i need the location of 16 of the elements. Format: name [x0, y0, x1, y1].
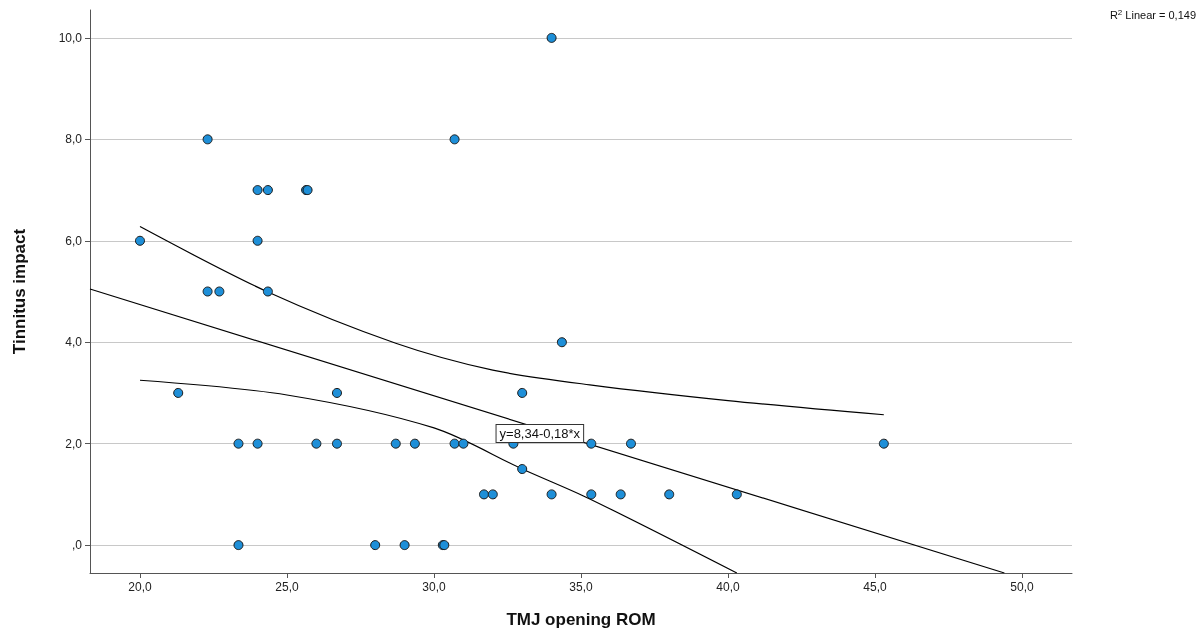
x-tick-label: 50,0 [1010, 580, 1035, 594]
x-tick-label: 20,0 [128, 580, 152, 594]
y-tick-label: 6,0 [65, 233, 83, 248]
y-tick-label: ,0 [71, 538, 83, 553]
y-tick-label: 8,0 [65, 132, 83, 147]
x-tick-label: 30,0 [422, 580, 446, 594]
x-tick-label: 45,0 [863, 580, 888, 594]
x-tick-label: 25,0 [275, 580, 299, 594]
y-tick-label: 4,0 [65, 335, 83, 350]
x-tick-label: 40,0 [716, 580, 741, 594]
y-axis-title: Tinnitus impact [10, 228, 29, 355]
annotation: y=8,34-0,18*x [499, 426, 581, 442]
y-tick-label: 10,0 [58, 30, 83, 45]
y-tick-label: 2,0 [65, 436, 83, 451]
x-tick-label: 35,0 [569, 580, 593, 594]
x-axis-title: TMJ opening ROM [506, 610, 656, 629]
